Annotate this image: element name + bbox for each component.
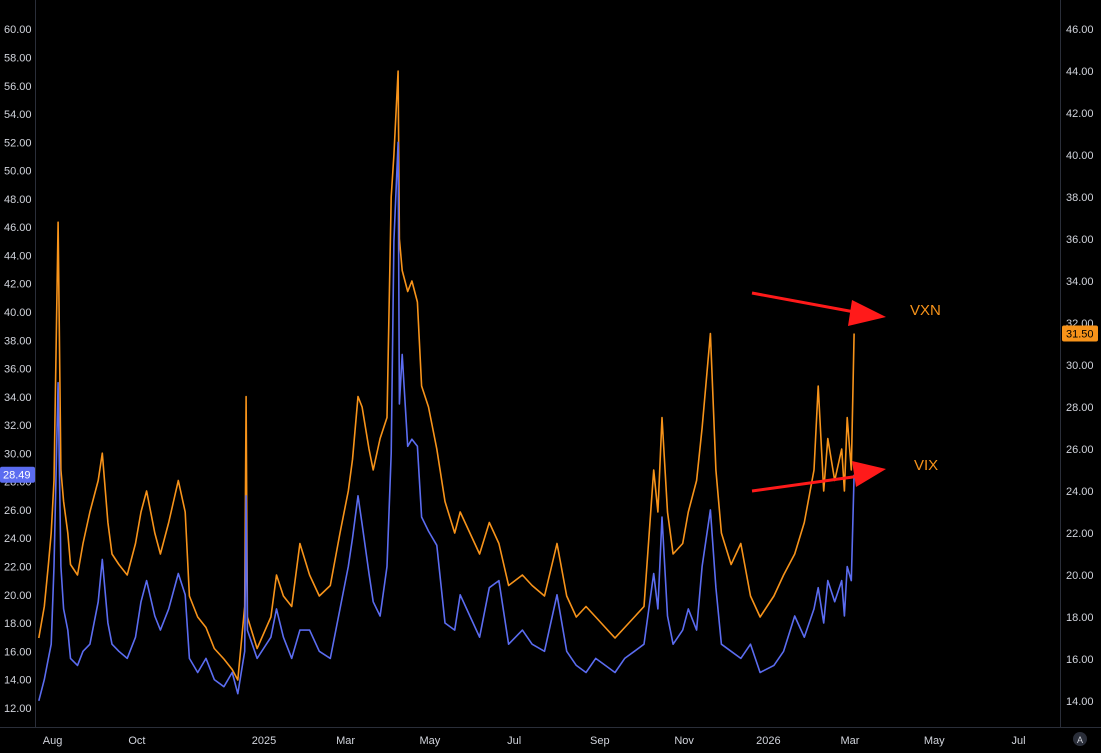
x-tick-label: Oct [128,735,145,747]
left-tick-label: 48.00 [4,194,32,206]
left-tick-label: 34.00 [4,392,32,404]
left-tick-label: 54.00 [4,109,32,121]
left-tick-label: 18.00 [4,618,32,630]
right-tick-label: 40.00 [1066,150,1094,162]
annotation-layer: VXN VIX [751,291,941,493]
auto-scale-button[interactable] [1073,732,1087,746]
right-tick-label: 22.00 [1066,528,1094,540]
x-tick-label: Sep [590,735,610,747]
x-tick-label: Mar [336,735,355,747]
left-tick-label: 16.00 [4,646,32,658]
right-tick-label: 34.00 [1066,276,1094,288]
right-tick-label: 36.00 [1066,234,1094,246]
vix-last-value-badge [0,466,35,483]
x-tick-label: Nov [674,735,694,747]
left-tick-label: 38.00 [4,335,32,347]
series-layer [38,70,855,702]
right-tick-label: 16.00 [1066,654,1094,666]
left-tick-label: 50.00 [4,166,32,178]
left-tick-label: 20.00 [4,590,32,602]
right-tick-label: 26.00 [1066,444,1094,456]
left-tick-label: 40.00 [4,307,32,319]
x-tick-label: Jul [1012,735,1026,747]
right-tick-label: 46.00 [1066,24,1094,36]
left-tick-label: 42.00 [4,279,32,291]
vxn-last-value-badge [1062,325,1098,342]
right-tick-label: 18.00 [1066,612,1094,624]
badge-layer: 31.50 28.49 [0,325,1098,483]
vix-last-value-text: 28.49 [3,470,31,482]
left-tick-label: 24.00 [4,533,32,545]
vxn-last-value-text: 31.50 [1066,329,1094,341]
left-axis-ticks: 12.00 14.00 16.00 18.00 20.00 22.00 24.00 26.00… [4,24,32,715]
x-tick-label: Mar [840,735,859,747]
left-tick-label: 14.00 [4,675,32,687]
x-tick-label: 2025 [252,735,276,747]
left-tick-label: 44.00 [4,250,32,262]
corner-button[interactable]: A [1073,732,1087,746]
right-tick-label: 20.00 [1066,570,1094,582]
vxn-series-line [38,70,855,681]
corner-label: A [1077,735,1083,745]
vxn-arrow-head [848,300,886,326]
vxn-annotation-label: VXN [910,302,941,319]
x-axis-ticks: Aug Oct 2025 Mar May Jul Sep Nov 2026 Mar May Jul [43,735,1026,747]
right-tick-label: 24.00 [1066,486,1094,498]
vxn-arrow-line [751,291,861,315]
right-tick-label: 38.00 [1066,192,1094,204]
right-tick-label: 44.00 [1066,66,1094,78]
right-tick-label: 30.00 [1066,360,1094,372]
left-tick-label: 46.00 [4,222,32,234]
vix-series-line [38,141,855,702]
left-tick-label: 22.00 [4,561,32,573]
x-tick-label: Jul [507,735,521,747]
left-tick-label: 12.00 [4,703,32,715]
vix-arrow-line [751,474,861,493]
right-tick-label: 42.00 [1066,108,1094,120]
x-tick-label: May [924,735,945,747]
vix-arrow-head [852,461,886,487]
x-tick-label: Aug [43,735,63,747]
left-tick-label: 26.00 [4,505,32,517]
vix-annotation-label: VIX [914,457,938,474]
left-tick-label: 56.00 [4,81,32,93]
left-tick-label: 58.00 [4,52,32,64]
left-tick-label: 32.00 [4,420,32,432]
left-tick-label: 36.00 [4,364,32,376]
x-tick-label: May [419,735,440,747]
left-tick-label: 52.00 [4,137,32,149]
left-tick-label: 30.00 [4,448,32,460]
right-tick-label: 14.00 [1066,696,1094,708]
right-tick-label: 28.00 [1066,402,1094,414]
left-tick-label: 60.00 [4,24,32,36]
x-tick-label: 2026 [756,735,780,747]
